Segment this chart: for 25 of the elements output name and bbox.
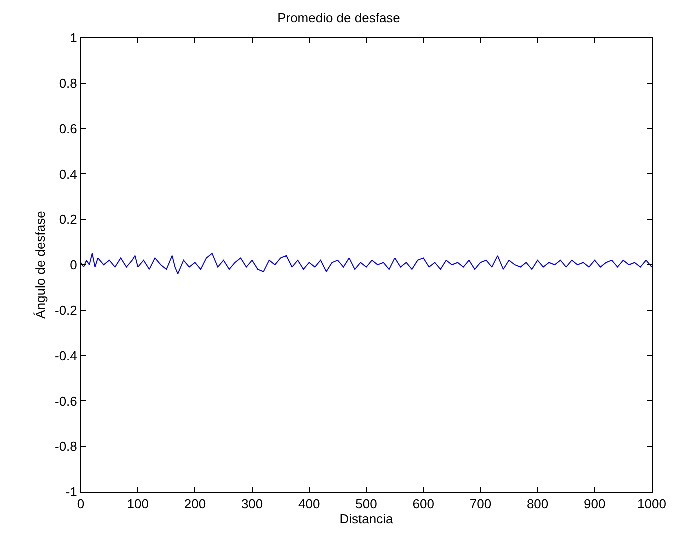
y-tick-label: -0.6: [54, 394, 78, 409]
y-tick-label: 0.8: [59, 76, 78, 91]
y-axis-title: Ángulo de desfase: [32, 211, 48, 319]
y-tick-label: -0.2: [54, 302, 78, 318]
y-tick-label: 0.4: [59, 166, 78, 182]
x-tick-label: 200: [184, 496, 206, 512]
x-tick-label: 1000: [638, 496, 666, 512]
x-tick-label: 400: [298, 496, 320, 512]
x-tick-label: 300: [241, 496, 264, 512]
x-tick-label: 800: [526, 496, 549, 512]
y-tick-label: 0.6: [59, 121, 78, 136]
x-tick-label: 100: [127, 496, 149, 512]
y-tick-label: -0.8: [54, 439, 78, 454]
y-tick-label: 1: [70, 30, 78, 46]
y-tick-label: 0.2: [59, 212, 78, 228]
x-tick-label: 900: [584, 496, 606, 512]
y-tick-label: -1: [66, 484, 78, 500]
y-tick-label: 0: [70, 258, 78, 273]
y-tick-label: -0.4: [54, 348, 78, 364]
line-series: [81, 253, 652, 275]
x-axis-title: Distancia: [340, 512, 394, 527]
x-tick-label: 700: [470, 496, 492, 512]
chart-title: Promedio de desfase: [278, 10, 400, 26]
x-tick-label: 500: [356, 496, 378, 512]
x-tick-label: 600: [412, 496, 434, 512]
